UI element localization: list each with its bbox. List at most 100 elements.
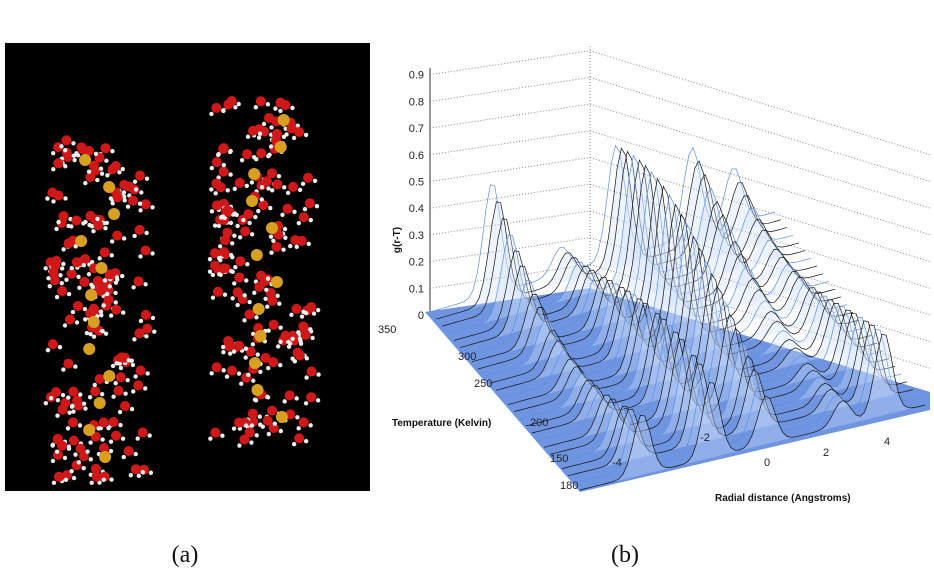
- hydrogen: [224, 374, 230, 379]
- hydrogen: [76, 460, 81, 465]
- hydrogen: [50, 443, 55, 448]
- oxygen: [220, 235, 231, 246]
- hydrogen: [89, 259, 95, 265]
- hydrogen: [84, 330, 90, 336]
- hydrogen: [265, 304, 270, 309]
- hydrogen: [303, 132, 309, 138]
- hydrogen: [121, 310, 126, 315]
- oxygen: [99, 247, 110, 258]
- hydrogen: [56, 219, 61, 225]
- grid-line: [429, 50, 931, 156]
- hydrogen: [314, 204, 320, 209]
- hydrogen: [266, 431, 272, 437]
- oxygen: [134, 328, 145, 339]
- hydrogen: [236, 371, 242, 376]
- hydrogen: [251, 378, 256, 383]
- hydrogen: [239, 381, 244, 386]
- hydrogen: [254, 315, 259, 320]
- hydrogen: [247, 220, 252, 226]
- hydrogen: [266, 186, 271, 191]
- hydrogen: [243, 423, 249, 428]
- hydrogen: [61, 247, 66, 252]
- hydrogen: [143, 282, 148, 287]
- hydrogen: [88, 440, 93, 445]
- hydrogen: [276, 174, 282, 179]
- hydrogen: [95, 216, 100, 222]
- hydrogen: [121, 236, 127, 241]
- mesh-line: [441, 150, 788, 327]
- molecules: [43, 96, 321, 485]
- oxygen: [84, 145, 95, 156]
- hydrogen: [228, 252, 234, 258]
- oxygen: [286, 123, 297, 134]
- oxygen: [53, 471, 64, 482]
- hydrogen: [133, 374, 138, 379]
- oxygen: [98, 417, 109, 428]
- oxygen: [268, 357, 279, 368]
- hydrogen: [83, 180, 88, 186]
- guest: [250, 249, 263, 261]
- hydrogen: [67, 410, 72, 415]
- floor: [425, 288, 930, 492]
- guest: [254, 330, 267, 342]
- oxygen: [211, 200, 222, 211]
- mesh-line: [465, 170, 812, 356]
- oxygen: [240, 226, 251, 237]
- oxygen: [85, 172, 96, 183]
- oxygen: [75, 443, 86, 454]
- oxygen: [244, 427, 255, 438]
- hydrogen: [63, 164, 68, 169]
- oxygen: [219, 263, 230, 274]
- z-tick-label: 0: [418, 310, 424, 322]
- hydrogen: [48, 395, 54, 401]
- oxygen: [261, 176, 272, 187]
- oxygen: [116, 352, 127, 363]
- hydrogen: [316, 372, 321, 377]
- oxygen: [142, 323, 153, 334]
- hydrogen: [99, 392, 105, 397]
- oxygen: [215, 182, 226, 193]
- hydrogen: [74, 320, 80, 325]
- hydrogen: [108, 439, 114, 444]
- hydrogen: [73, 244, 78, 249]
- hydrogen: [267, 152, 272, 157]
- oxygen: [107, 164, 118, 175]
- z-tick-label: 0.4: [409, 203, 424, 215]
- guest: [103, 370, 116, 382]
- hydrogen: [62, 323, 68, 328]
- hydrogen: [271, 238, 276, 243]
- hydrogen: [231, 349, 237, 354]
- guest: [248, 168, 261, 180]
- hydrogen: [135, 436, 140, 441]
- oxygen: [218, 143, 229, 154]
- oxygen: [100, 143, 111, 154]
- hydrogen: [308, 217, 314, 223]
- hydrogen: [83, 317, 88, 322]
- hydrogen: [239, 157, 245, 163]
- hydrogen: [233, 105, 238, 110]
- oxygen: [268, 319, 279, 330]
- oxygen: [62, 470, 73, 481]
- hydrogen: [86, 272, 92, 277]
- oxygen: [134, 224, 145, 235]
- hydrogen: [268, 144, 274, 149]
- hydrogen: [150, 251, 155, 256]
- oxygen: [280, 99, 291, 110]
- hydrogen: [249, 232, 255, 237]
- hydrogen: [227, 351, 233, 356]
- guest: [270, 276, 283, 288]
- oxygen: [91, 471, 102, 482]
- hydrogen: [209, 187, 214, 192]
- hydrogen: [299, 314, 305, 319]
- oxygen: [95, 285, 106, 296]
- hydrogen: [120, 273, 125, 279]
- hydrogen: [117, 170, 122, 175]
- hydrogen: [51, 480, 57, 485]
- hydrogen: [87, 395, 93, 400]
- oxygen: [268, 423, 279, 434]
- oxygen: [72, 301, 83, 312]
- oxygen: [85, 210, 96, 221]
- hydrogen: [69, 224, 74, 229]
- hydrogen: [306, 241, 311, 247]
